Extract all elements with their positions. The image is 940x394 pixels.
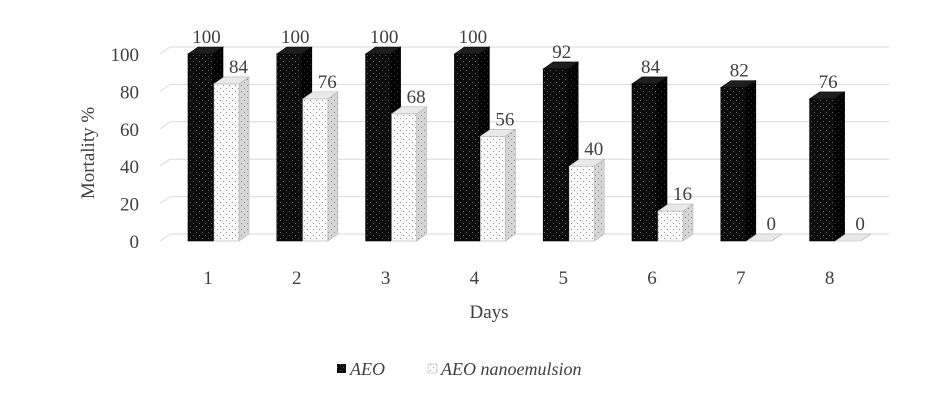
y-tick-label: 60 <box>120 120 139 141</box>
bar-top <box>719 80 757 88</box>
x-axis-ticks: 1 2 3 4 5 6 7 8 <box>203 268 834 289</box>
bar-front <box>720 87 747 242</box>
data-label: 100 <box>281 27 310 48</box>
bar-front <box>480 135 506 242</box>
data-label: 92 <box>552 42 571 63</box>
data-label: 100 <box>459 27 488 48</box>
bar-aeo-nanoemulsion-day-4 <box>479 128 517 242</box>
x-tick-label: 1 <box>203 268 213 289</box>
data-label: 0 <box>855 214 865 235</box>
bar-top <box>657 203 694 212</box>
bar-front <box>657 210 684 242</box>
gridline-diag <box>159 233 171 242</box>
bar-top <box>213 76 250 85</box>
bar-aeo-nanoemulsion-day-3 <box>390 106 428 242</box>
bar-top <box>568 158 606 167</box>
x-tick-label: 2 <box>292 268 302 289</box>
bar-aeo-day-6 <box>631 76 668 242</box>
bar-aeo-nanoemulsion-day-7 <box>745 233 783 242</box>
bar-top <box>364 46 402 55</box>
bar-aeo-day-8 <box>808 91 846 242</box>
data-label: 76 <box>318 72 337 93</box>
bar-front <box>391 113 417 242</box>
bar-top <box>453 46 491 55</box>
legend-label-aeo: AEO <box>349 359 385 379</box>
bar-aeo-nanoemulsion-day-1 <box>213 76 250 242</box>
y-tick-label: 100 <box>111 45 140 66</box>
y-axis-title: Mortality % <box>78 107 99 200</box>
legend-swatch-aeo <box>337 364 346 373</box>
gridline-diag <box>159 83 171 92</box>
x-tick-label: 5 <box>558 268 568 289</box>
bar-top <box>808 91 846 100</box>
bar-top <box>390 106 428 115</box>
bar-side <box>745 80 757 242</box>
y-tick-label: 80 <box>120 82 139 103</box>
x-tick-label: 4 <box>470 268 480 289</box>
bar-aeo-nanoemulsion-day-6 <box>657 203 694 242</box>
bar-top <box>542 61 580 70</box>
bar-side <box>505 128 516 242</box>
bar-side <box>834 91 845 242</box>
bar-top <box>631 76 668 85</box>
bar-front <box>365 53 391 242</box>
bar-top <box>479 128 517 137</box>
data-label: 0 <box>767 214 777 235</box>
bar-front <box>809 98 835 242</box>
bar-front <box>542 68 569 242</box>
bar-aeo-day-7 <box>719 80 757 242</box>
bar-aeo-nanoemulsion-day-2 <box>301 91 339 242</box>
bar-top <box>301 91 339 100</box>
bar-side <box>238 76 250 242</box>
legend-swatch-aeo-nanoemulsion <box>427 363 438 374</box>
data-label: 76 <box>819 72 838 93</box>
y-tick-label: 40 <box>120 157 139 178</box>
legend: AEO AEO nanoemulsion <box>337 359 581 379</box>
bar-top <box>275 46 313 55</box>
y-tick-label: 0 <box>130 232 140 253</box>
data-label: 100 <box>192 27 221 48</box>
gridline-diag <box>159 46 171 55</box>
bar-front <box>454 53 480 242</box>
data-label: 84 <box>229 57 249 78</box>
bar-aeo-nanoemulsion-day-5 <box>568 158 606 242</box>
gridlines <box>159 46 889 242</box>
bar-side <box>593 158 605 242</box>
data-label: 16 <box>673 184 692 205</box>
bars <box>187 46 872 242</box>
bar-side <box>416 106 427 242</box>
data-label: 100 <box>370 27 399 48</box>
bar-front <box>187 53 214 242</box>
x-tick-label: 8 <box>825 268 835 289</box>
gridline-diag <box>159 196 171 205</box>
x-tick-label: 6 <box>647 268 657 289</box>
y-tick-label: 20 <box>120 195 139 216</box>
bar-side <box>327 91 339 242</box>
bar-top <box>834 233 872 242</box>
legend-label-aeo-nanoemulsion: AEO nanoemulsion <box>440 359 581 379</box>
data-label: 56 <box>495 109 514 130</box>
data-label: 82 <box>730 61 749 82</box>
x-axis-title: Days <box>469 302 508 323</box>
x-tick-label: 3 <box>381 268 391 289</box>
bar-top <box>187 46 224 55</box>
bar-front <box>213 83 240 242</box>
bar-top <box>745 233 783 242</box>
y-axis-ticks: 0 20 40 60 80 100 <box>111 45 140 253</box>
x-tick-label: 7 <box>736 268 746 289</box>
data-label: 40 <box>584 139 603 160</box>
bar-aeo-nanoemulsion-day-8 <box>834 233 872 242</box>
bar-front <box>276 53 303 242</box>
data-label: 68 <box>407 87 426 108</box>
bar-front <box>568 165 595 242</box>
gridline-diag <box>159 121 171 130</box>
gridline-diag <box>159 158 171 167</box>
bar-front <box>631 83 658 242</box>
bar-front <box>302 98 329 242</box>
bar-aeo-day-2 <box>275 46 313 242</box>
data-label: 84 <box>641 57 661 78</box>
data-labels: 100 84 100 76 100 68 100 56 92 40 84 16 82 0 76 0 <box>192 27 865 235</box>
